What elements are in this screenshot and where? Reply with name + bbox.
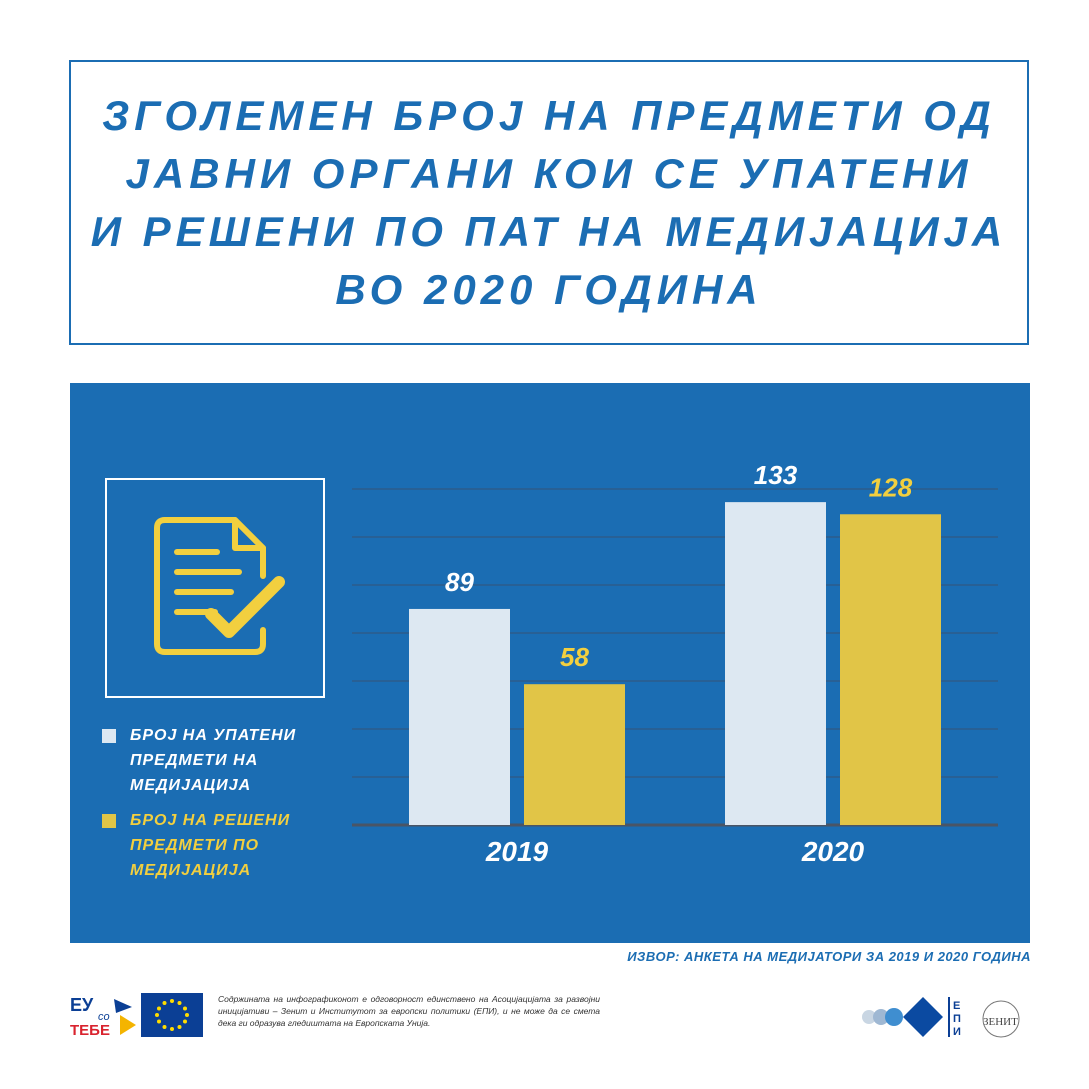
legend-swatch-referred	[102, 729, 116, 743]
chart-panel: БРОЈ НА УПАТЕНИ ПРЕДМЕТИ НА МЕДИЈАЦИЈА Б…	[70, 383, 1030, 943]
data-label: 89	[445, 567, 474, 597]
bar-2019-series-2	[524, 684, 625, 825]
bar-2019-series-1	[409, 608, 510, 825]
epi-dot-icon	[885, 1008, 903, 1026]
zenit-circle-icon	[982, 1000, 1020, 1038]
legend-item-resolved: БРОЈ НА РЕШЕНИ ПРЕДМЕТИ ПО МЕДИЈАЦИЈА	[102, 808, 332, 883]
title-box: ЗГОЛЕМЕН БРОЈ НА ПРЕДМЕТИ ОД ЈАВНИ ОРГАН…	[69, 60, 1029, 345]
footer: ЕУ со ТЕБЕ Содржината на инфографиконот …	[0, 985, 1089, 1045]
chart-legend: БРОЈ НА УПАТЕНИ ПРЕДМЕТИ НА МЕДИЈАЦИЈА Б…	[102, 723, 332, 893]
eu-flag-icon	[141, 993, 203, 1037]
eu-so-tebe-logo: ЕУ со ТЕБЕ	[70, 995, 136, 1038]
legend-item-referred: БРОЈ НА УПАТЕНИ ПРЕДМЕТИ НА МЕДИЈАЦИЈА	[102, 723, 332, 798]
data-label: 58	[560, 642, 589, 672]
eu-logo-text-3: ТЕБЕ	[70, 1022, 110, 1038]
disclaimer-text: Содржината на инфографиконот е одговорно…	[218, 994, 600, 1028]
x-tick-label: 2020	[801, 836, 865, 867]
epi-letter: И	[953, 1026, 961, 1038]
data-label: 128	[869, 472, 913, 502]
bar-chart: 89 58 2019 133 128 2020	[352, 460, 998, 867]
title-line: ЗГОЛЕМЕН БРОЈ НА ПРЕДМЕТИ ОД	[102, 91, 996, 139]
document-check-icon	[154, 517, 285, 655]
title-line: И РЕШЕНИ ПО ПАТ НА МЕДИЈАЦИЈА	[90, 207, 1008, 255]
zenit-logo-text: ЗЕНИТ	[983, 1016, 1018, 1028]
epi-letter: Е	[953, 1000, 960, 1012]
partner-logos: Е П И ЗЕНИТ	[862, 997, 1020, 1038]
epi-diamond-icon	[903, 997, 943, 1037]
legend-swatch-resolved	[102, 814, 116, 828]
epi-dot-icon	[862, 1010, 876, 1024]
data-label: 133	[754, 460, 798, 490]
bar-2020-series-1	[725, 502, 826, 825]
legend-label-resolved: БРОЈ НА РЕШЕНИ ПРЕДМЕТИ ПО МЕДИЈАЦИЈА	[130, 812, 291, 879]
epi-letter: П	[953, 1013, 961, 1025]
legend-label-referred: БРОЈ НА УПАТЕНИ ПРЕДМЕТИ НА МЕДИЈАЦИЈА	[130, 727, 297, 794]
x-tick-label: 2019	[485, 836, 549, 867]
eu-logo-text-1: ЕУ	[70, 995, 94, 1015]
infographic-title: ЗГОЛЕМЕН БРОЈ НА ПРЕДМЕТИ ОД ЈАВНИ ОРГАН…	[91, 87, 1007, 319]
epi-dot-icon	[873, 1009, 889, 1025]
eu-logo-text-2: со	[98, 1011, 110, 1023]
bar-2020-series-2	[840, 514, 941, 825]
source-note: ИЗВОР: АНКЕТА НА МЕДИЈАТОРИ ЗА 2019 И 20…	[627, 949, 1031, 964]
title-line: ЈАВНИ ОРГАНИ КОИ СЕ УПАТЕНИ	[125, 149, 973, 197]
title-line: ВО 2020 ГОДИНА	[335, 265, 763, 313]
icon-box	[105, 478, 325, 698]
